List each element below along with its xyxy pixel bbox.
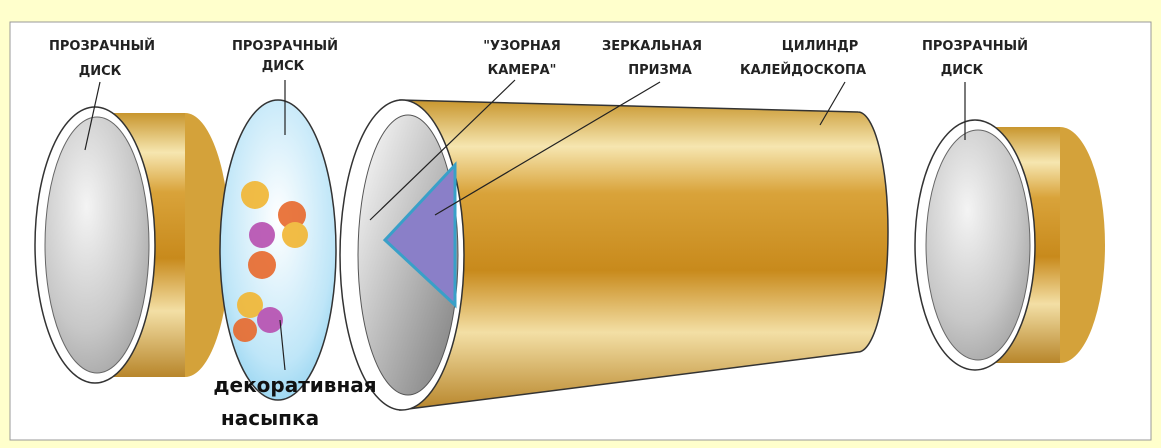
label: ПРОЗРАЧНЫЙ xyxy=(232,38,338,54)
label: КАЛЕЙДОСКОПА xyxy=(740,62,866,78)
label: "УЗОРНАЯ xyxy=(483,39,561,54)
label: декоративная xyxy=(213,373,376,397)
label: ПРОЗРАЧНЫЙ xyxy=(49,38,155,54)
label: ЦИЛИНДР xyxy=(782,39,859,54)
label: ДИСК xyxy=(79,64,122,79)
right-disk xyxy=(915,120,1105,370)
label: ДИСК xyxy=(262,59,305,74)
blue-disk xyxy=(220,100,336,400)
kaleidoscope-diagram: ПРОЗРАЧНЫЙ ДИСК ПРОЗРАЧНЫЙ ДИСК "УЗОРНАЯ… xyxy=(0,0,1161,448)
left-disk xyxy=(35,107,230,383)
label: ДИСК xyxy=(941,63,984,78)
label: ПРИЗМА xyxy=(628,63,692,78)
label: КАМЕРА" xyxy=(488,63,557,78)
label: ЗЕРКАЛЬНАЯ xyxy=(602,39,702,54)
label: насыпка xyxy=(221,406,319,430)
label: ПРОЗРАЧНЫЙ xyxy=(922,38,1028,54)
